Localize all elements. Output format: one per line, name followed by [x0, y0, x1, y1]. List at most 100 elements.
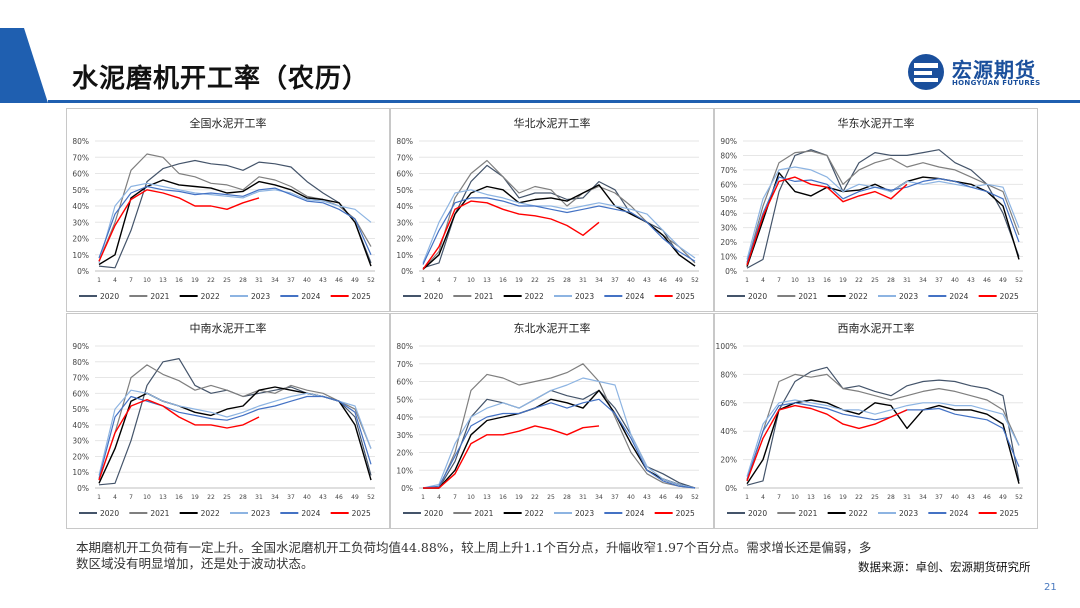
- x-tick-label: 31: [255, 494, 263, 501]
- legend-label: 2020: [100, 292, 119, 301]
- chart-panel-central-south: 中南水泥开工率 0% 10% 20% 30% 40% 50% 60% 70% 80% 90% 1 4 7 1…: [66, 313, 390, 529]
- chart-title: 全国水泥开工率: [190, 116, 267, 130]
- x-tick-label: 49: [675, 277, 683, 284]
- legend-label: 2022: [525, 292, 544, 301]
- x-tick-label: 4: [113, 277, 117, 284]
- series-line-2020: [746, 149, 1020, 269]
- series-line-2021: [423, 363, 696, 489]
- legend-label: 2021: [150, 509, 169, 518]
- legend-label: 2023: [899, 292, 918, 301]
- x-tick-label: 25: [547, 494, 555, 501]
- x-tick-label: 34: [919, 494, 927, 501]
- series-line-2025: [746, 404, 908, 482]
- series-line-2022: [746, 399, 1020, 485]
- x-tick-label: 40: [303, 277, 311, 284]
- y-tick-label: 80%: [396, 342, 413, 351]
- x-tick-label: 46: [335, 494, 343, 501]
- chart-panel-southwest: 西南水泥开工率 0% 20% 40% 60% 80% 100% 1 4 7 10 13 16 19 22 25…: [714, 313, 1038, 529]
- series-line-2024: [422, 398, 696, 489]
- series-line-2021: [98, 153, 372, 262]
- series-line-2025: [98, 189, 260, 262]
- x-tick-label: 37: [611, 277, 619, 284]
- x-tick-label: 7: [777, 277, 781, 284]
- series-line-2023: [422, 377, 696, 489]
- y-tick-label: 50%: [72, 405, 89, 414]
- y-tick-label: 40%: [720, 209, 737, 218]
- y-tick-label: 10%: [396, 466, 413, 475]
- x-tick-label: 13: [483, 494, 491, 501]
- series-line-2022: [746, 172, 1020, 267]
- x-tick-label: 52: [691, 277, 699, 284]
- title-divider: [48, 100, 1080, 103]
- legend-label: 2020: [748, 509, 767, 518]
- y-tick-label: 30%: [396, 431, 413, 440]
- legend-label: 2024: [625, 509, 644, 518]
- y-tick-label: 80%: [72, 358, 89, 367]
- x-tick-label: 40: [951, 494, 959, 501]
- x-tick-label: 19: [191, 494, 199, 501]
- x-tick-label: 1: [97, 494, 101, 501]
- y-tick-label: 60%: [720, 180, 737, 189]
- y-tick-label: 20%: [720, 238, 737, 247]
- chart-title: 东北水泥开工率: [514, 321, 591, 335]
- legend-label: 2023: [251, 509, 270, 518]
- chart-panel-east: 华东水泥开工率 0% 10% 20% 30% 40% 50% 60% 70% 80% 90% 1 4 7 1…: [714, 108, 1038, 312]
- y-tick-label: 20%: [72, 235, 89, 244]
- y-tick-label: 10%: [396, 251, 413, 260]
- chart-svg: 西南水泥开工率 0% 20% 40% 60% 80% 100% 1 4 7 10 13 16 19 22 25…: [716, 321, 1023, 518]
- x-tick-label: 25: [547, 277, 555, 284]
- y-tick-label: 60%: [720, 399, 737, 408]
- legend-label: 2024: [301, 509, 320, 518]
- y-tick-label: 20%: [396, 449, 413, 458]
- y-tick-label: 40%: [72, 421, 89, 430]
- page-title: 水泥磨机开工率（农历）: [72, 64, 370, 94]
- x-tick-label: 34: [919, 277, 927, 284]
- y-tick-label: 70%: [72, 153, 89, 162]
- x-tick-label: 22: [531, 277, 539, 284]
- x-tick-label: 4: [761, 277, 765, 284]
- legend-label: 2022: [849, 509, 868, 518]
- legend-label: 2020: [424, 509, 443, 518]
- y-tick-label: 70%: [72, 374, 89, 383]
- x-tick-label: 49: [351, 494, 359, 501]
- legend-label: 2025: [676, 292, 695, 301]
- x-tick-label: 37: [287, 494, 295, 501]
- commentary-text: 本期磨机开工负荷有一定上升。全国水泥磨机开工负荷均值44.88%，较上周上升1.…: [76, 540, 872, 571]
- x-tick-label: 22: [207, 277, 215, 284]
- x-tick-label: 13: [807, 494, 815, 501]
- y-tick-label: 80%: [396, 137, 413, 146]
- series-line-2021: [746, 373, 1020, 482]
- legend-label: 2022: [201, 509, 220, 518]
- chart-title: 华北水泥开工率: [514, 116, 591, 130]
- chart-svg: 华北水泥开工率 0% 10% 20% 30% 40% 50% 60% 70% 80% 1 4 7 10 13…: [396, 116, 699, 301]
- y-tick-label: 30%: [720, 224, 737, 233]
- x-tick-label: 52: [691, 494, 699, 501]
- series-line-2024: [746, 402, 1020, 480]
- series-line-2023: [746, 399, 1020, 477]
- x-tick-label: 4: [437, 277, 441, 284]
- x-tick-label: 43: [967, 494, 975, 501]
- x-tick-label: 34: [595, 494, 603, 501]
- x-tick-label: 25: [223, 277, 231, 284]
- y-tick-label: 30%: [72, 218, 89, 227]
- y-tick-label: 20%: [720, 456, 737, 465]
- x-tick-label: 52: [1015, 494, 1023, 501]
- x-tick-label: 16: [499, 494, 507, 501]
- series-line-2021: [746, 150, 1020, 264]
- y-tick-label: 60%: [396, 170, 413, 179]
- legend-label: 2023: [251, 292, 270, 301]
- x-tick-label: 16: [823, 494, 831, 501]
- x-tick-label: 34: [271, 494, 279, 501]
- y-tick-label: 0%: [725, 484, 737, 493]
- legend-label: 2023: [575, 292, 594, 301]
- x-tick-label: 40: [951, 277, 959, 284]
- x-tick-label: 1: [421, 494, 425, 501]
- x-tick-label: 43: [967, 277, 975, 284]
- series-line-2021: [98, 364, 372, 481]
- x-tick-label: 37: [935, 494, 943, 501]
- x-tick-label: 43: [643, 494, 651, 501]
- x-tick-label: 22: [531, 494, 539, 501]
- y-tick-label: 30%: [396, 218, 413, 227]
- legend-label: 2023: [899, 509, 918, 518]
- series-line-2024: [422, 197, 696, 265]
